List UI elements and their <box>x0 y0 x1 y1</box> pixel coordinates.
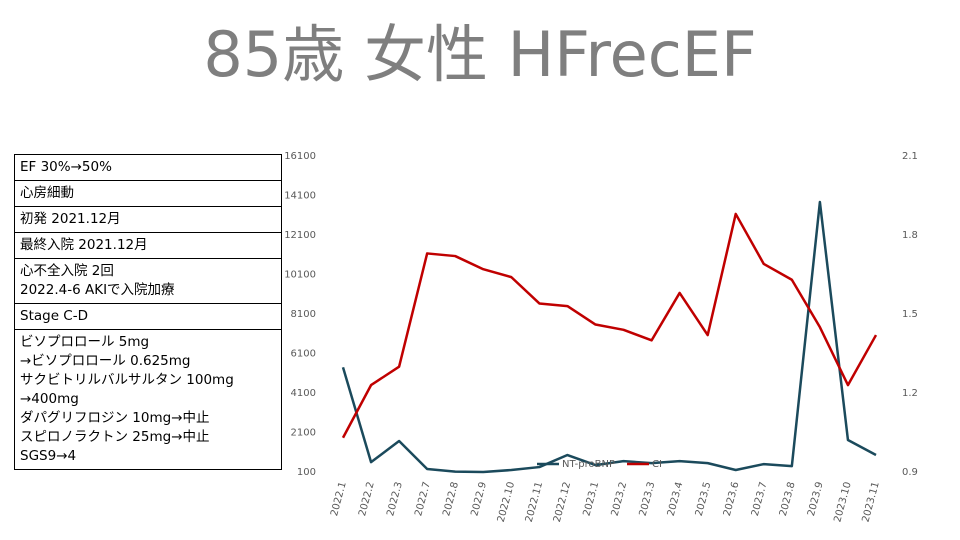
table-row: Stage C-D <box>14 303 282 330</box>
x-tick-label: 2022.10 <box>496 481 517 524</box>
y2-tick-label: 1.5 <box>902 309 918 320</box>
table-cell: Stage C-D <box>14 303 282 330</box>
cell-line: Stage C-D <box>20 308 88 324</box>
cell-line: SGS9→4 <box>20 448 77 464</box>
info-table: EF 30%→50% 心房細動 初発 2021.12月 最終入院 2021.12月 心不… <box>14 154 282 470</box>
table-row: EF 30%→50% <box>14 154 282 181</box>
x-tick-label: 2022.12 <box>552 481 573 524</box>
x-tick-label: 2022.7 <box>413 481 433 518</box>
legend-label: NT-proBNP <box>562 459 615 470</box>
y2-tick-label: 2.1 <box>902 151 918 162</box>
table-cell: 初発 2021.12月 <box>14 206 282 233</box>
table-row: 心不全入院 2回 2022.4-6 AKIで入院加療 <box>14 258 282 304</box>
x-tick-label: 2022.1 <box>329 481 349 518</box>
y-tick-label: 12100 <box>284 230 316 241</box>
cell-line: 2022.4-6 AKIで入院加療 <box>20 282 175 298</box>
y-tick-label: 6100 <box>291 349 316 360</box>
cell-line: 最終入院 2021.12月 <box>20 237 148 253</box>
cell-line: スピロノラクトン 25mg→中止 <box>20 429 210 445</box>
y-tick-label: 14100 <box>284 191 316 202</box>
x-tick-label: 2023.4 <box>666 481 686 518</box>
cell-line: →400mg <box>20 391 79 407</box>
x-tick-label: 2023.6 <box>722 481 742 518</box>
x-tick-label: 2023.3 <box>638 481 658 518</box>
slide-title: 85歳 女性 HFrecEF <box>203 18 757 91</box>
cell-line: ビソプロロール 5mg <box>20 334 150 350</box>
table-row: ビソプロロール 5mg →ビソプロロール 0.625mg サクビトリルバルサルタン … <box>14 329 282 470</box>
y-tick-label: 8100 <box>291 309 316 320</box>
cell-line: 初発 2021.12月 <box>20 211 121 227</box>
x-tick-label: 2022.3 <box>385 481 405 518</box>
cell-line: 心房細動 <box>20 185 74 201</box>
cell-line: ダパグリフロジン 10mg→中止 <box>20 410 210 426</box>
y-tick-label: 16100 <box>284 151 316 162</box>
table-cell: ビソプロロール 5mg →ビソプロロール 0.625mg サクビトリルバルサルタン … <box>14 329 282 470</box>
legend-label: CI <box>652 459 662 470</box>
table-cell: EF 30%→50% <box>14 154 282 181</box>
x-tick-label: 2023.5 <box>694 481 714 518</box>
x-tick-label: 2023.8 <box>778 481 798 518</box>
y-tick-label: 4100 <box>291 388 316 399</box>
table-row: 初発 2021.12月 <box>14 206 282 233</box>
x-tick-label: 2022.11 <box>524 481 545 524</box>
x-tick-label: 2022.8 <box>441 481 461 518</box>
y2-tick-label: 1.8 <box>902 230 918 241</box>
x-tick-label: 2023.2 <box>610 481 630 518</box>
y-tick-label: 10100 <box>284 270 316 281</box>
series-line <box>341 212 878 439</box>
x-tick-label: 2022.2 <box>357 481 377 518</box>
cell-line: EF 30%→50% <box>20 159 112 175</box>
x-tick-label: 2023.1 <box>582 481 602 518</box>
x-tick-label: 2022.9 <box>469 481 489 518</box>
x-tick-label: 2023.11 <box>860 481 881 524</box>
x-tick-label: 2023.7 <box>750 481 770 518</box>
y-tick-label: 2100 <box>291 428 316 439</box>
x-tick-label: 2023.10 <box>832 481 853 524</box>
y2-tick-label: 1.2 <box>902 388 918 399</box>
table-cell: 心不全入院 2回 2022.4-6 AKIで入院加療 <box>14 258 282 304</box>
cell-line: サクビトリルバルサルタン 100mg <box>20 372 234 388</box>
cell-line: →ビソプロロール 0.625mg <box>20 353 191 369</box>
series-line <box>341 200 877 474</box>
y-tick-label: 100 <box>297 467 316 478</box>
y2-tick-label: 0.9 <box>902 467 918 478</box>
cell-line: 心不全入院 2回 <box>20 263 114 279</box>
x-tick-label: 2023.9 <box>806 481 826 518</box>
